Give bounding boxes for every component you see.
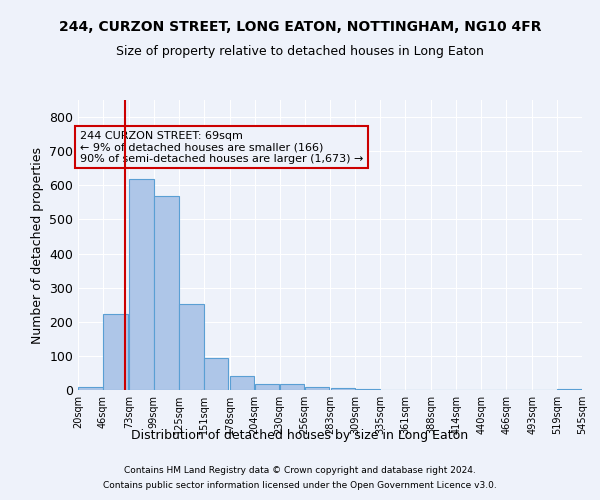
- Bar: [280, 384, 304, 390]
- Bar: [103, 314, 128, 390]
- Bar: [230, 376, 254, 390]
- Text: Size of property relative to detached houses in Long Eaton: Size of property relative to detached ho…: [116, 45, 484, 58]
- Text: Contains HM Land Registry data © Crown copyright and database right 2024.: Contains HM Land Registry data © Crown c…: [124, 466, 476, 475]
- Bar: [78, 388, 103, 390]
- Bar: [305, 388, 329, 390]
- Bar: [255, 384, 280, 390]
- Bar: [557, 388, 582, 390]
- Text: 244, CURZON STREET, LONG EATON, NOTTINGHAM, NG10 4FR: 244, CURZON STREET, LONG EATON, NOTTINGH…: [59, 20, 541, 34]
- Text: Contains public sector information licensed under the Open Government Licence v3: Contains public sector information licen…: [103, 481, 497, 490]
- Bar: [356, 388, 380, 390]
- Bar: [331, 388, 355, 390]
- Bar: [154, 196, 179, 390]
- Text: 244 CURZON STREET: 69sqm
← 9% of detached houses are smaller (166)
90% of semi-d: 244 CURZON STREET: 69sqm ← 9% of detache…: [80, 130, 363, 164]
- Bar: [179, 304, 203, 390]
- Bar: [204, 358, 229, 390]
- Y-axis label: Number of detached properties: Number of detached properties: [31, 146, 44, 344]
- Text: Distribution of detached houses by size in Long Eaton: Distribution of detached houses by size …: [131, 428, 469, 442]
- Bar: [129, 179, 154, 390]
